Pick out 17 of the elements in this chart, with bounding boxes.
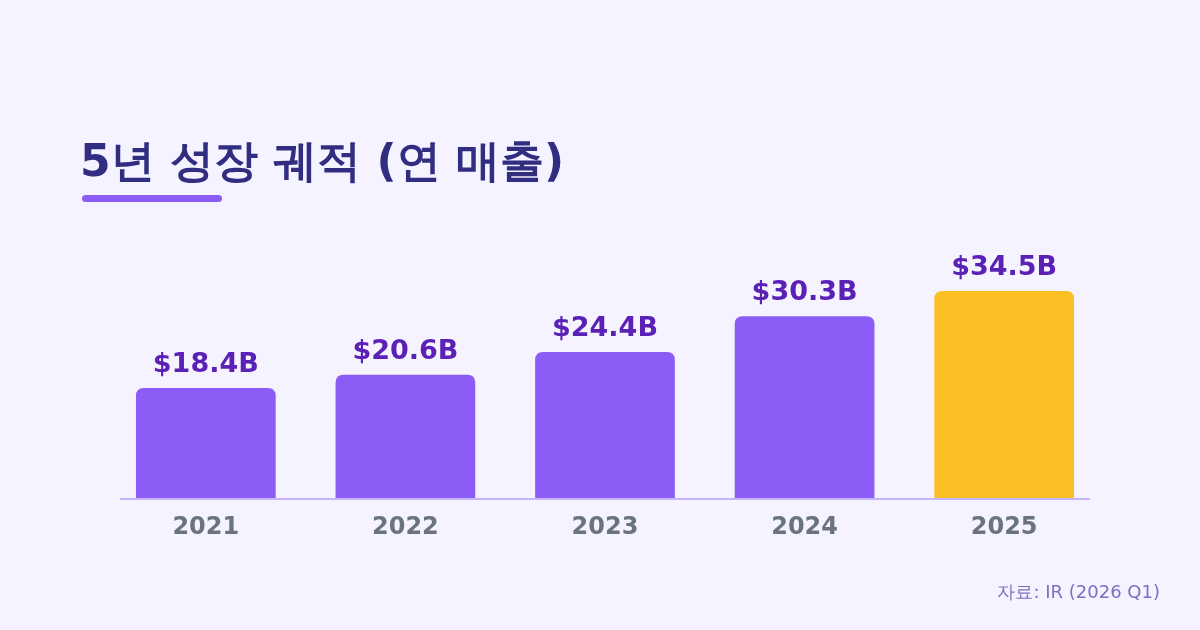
data-label: $24.4B bbox=[552, 310, 658, 342]
chart-title: 5년 성장 궤적 (연 매출) bbox=[80, 135, 565, 186]
x-tick-label: 2024 bbox=[771, 512, 838, 540]
x-tick-label: 2021 bbox=[172, 512, 240, 540]
data-label: $34.5B bbox=[951, 250, 1058, 281]
bar bbox=[135, 388, 276, 499]
x-tick-label: 2023 bbox=[571, 512, 639, 540]
data-label: $20.6B bbox=[352, 333, 459, 365]
x-tick-label: 2022 bbox=[372, 512, 439, 540]
bar bbox=[734, 316, 875, 499]
data-label: $18.4B bbox=[152, 347, 259, 379]
x-tick-label: 2025 bbox=[970, 512, 1038, 540]
bar bbox=[335, 374, 476, 499]
bar bbox=[535, 351, 675, 499]
text: 자료: IR (2026 Q1) bbox=[997, 581, 1160, 602]
data-label: $30.3B bbox=[751, 275, 858, 307]
bar bbox=[934, 291, 1075, 499]
